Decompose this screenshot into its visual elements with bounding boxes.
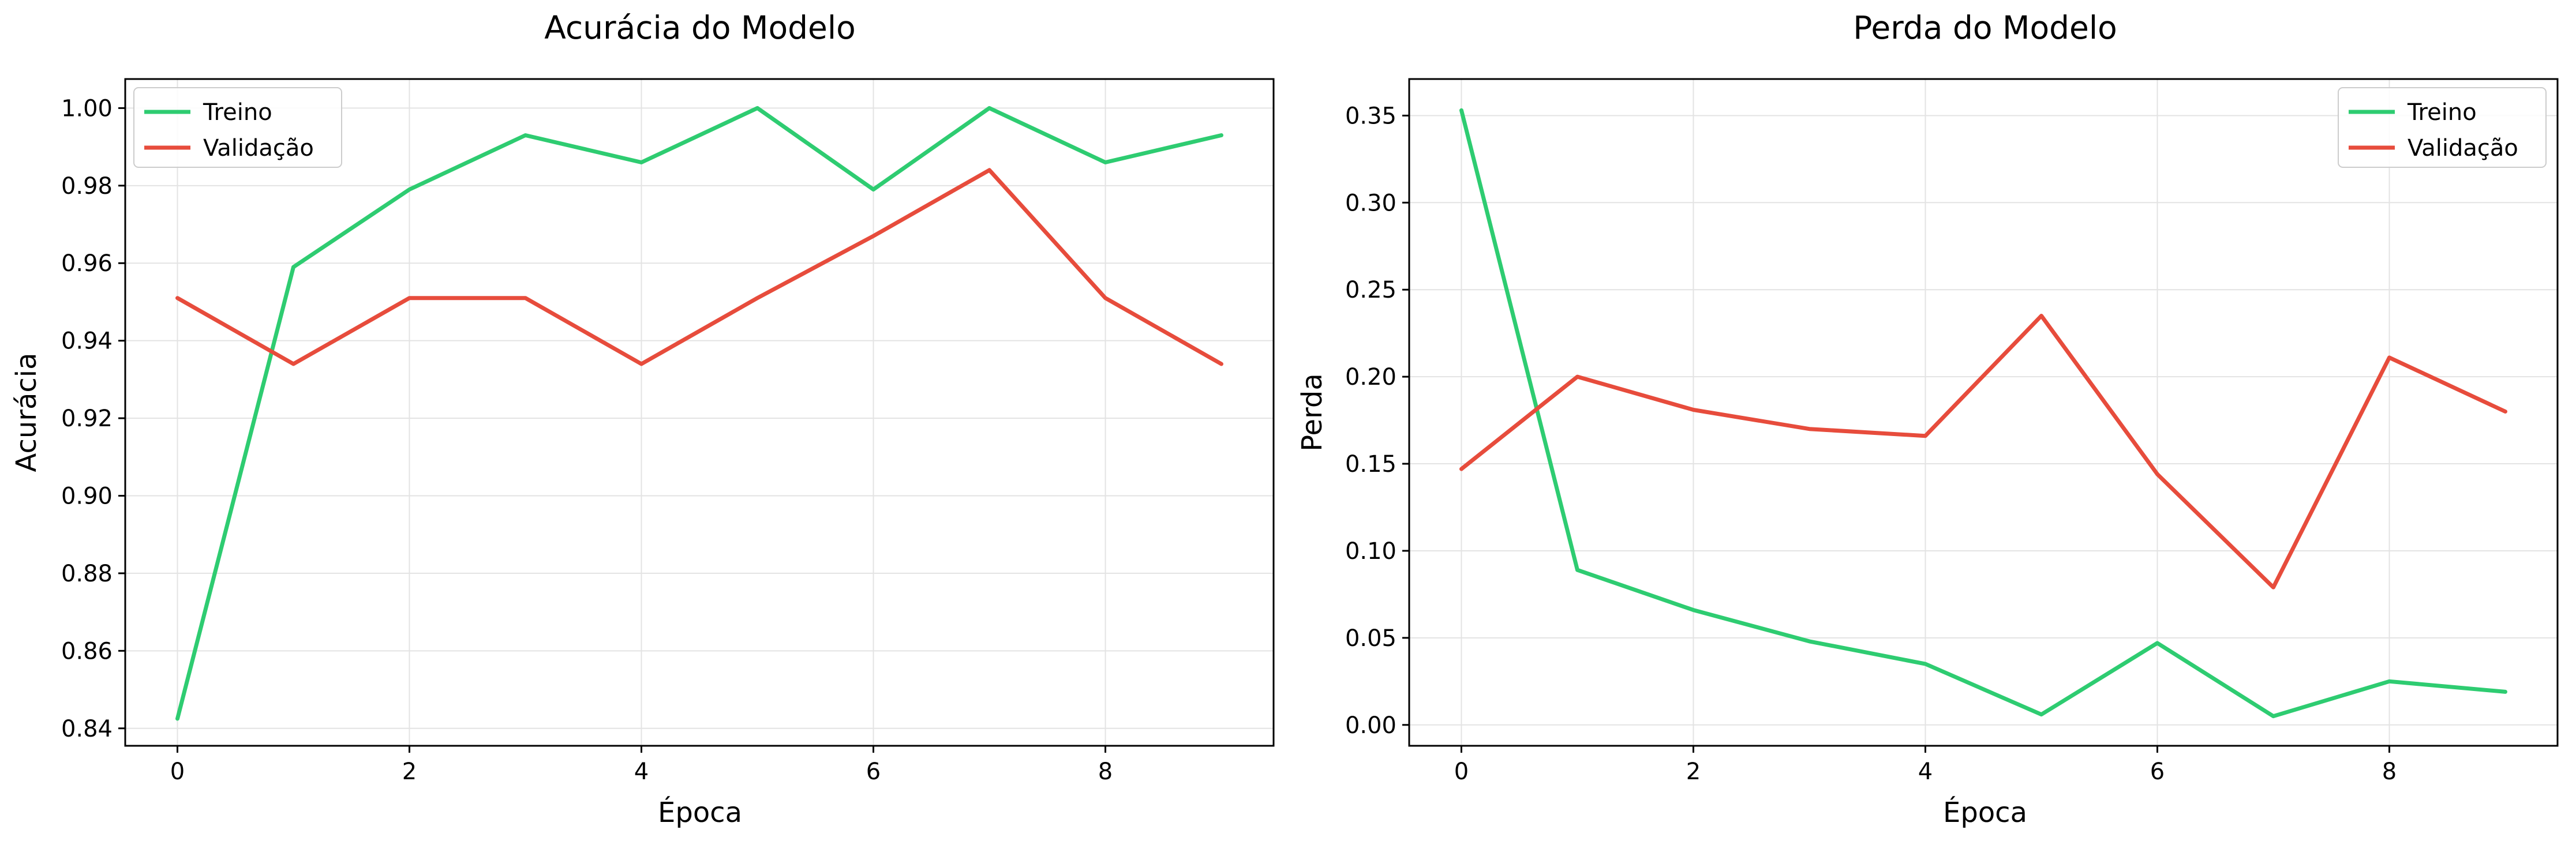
- series-line-validação: [1459, 314, 2507, 589]
- y-tick-label: 0.00: [1345, 712, 1396, 739]
- y-tick-label: 0.90: [61, 483, 113, 510]
- x-tick-label: 8: [2382, 758, 2397, 785]
- y-tick-label: 0.86: [61, 638, 113, 664]
- y-axis-label: Perda: [1296, 373, 1328, 452]
- x-tick-label: 4: [634, 758, 649, 785]
- legend: Treino Validação: [133, 87, 342, 168]
- y-tick-label: 0.25: [1345, 277, 1396, 303]
- y-tick-label: 0.94: [61, 328, 113, 355]
- x-axis-label: Época: [658, 796, 742, 829]
- legend-label: Treino: [203, 99, 272, 126]
- legend: Treino Validação: [2338, 87, 2547, 168]
- y-tick-label: 0.15: [1345, 451, 1396, 478]
- y-axis-label: Acurácia: [10, 352, 43, 472]
- legend-label: Validação: [203, 135, 314, 162]
- x-tick-label: 8: [1098, 758, 1113, 785]
- plot-frame: [1408, 78, 2559, 747]
- chart-title: Perda do Modelo: [1853, 9, 2117, 46]
- series-line-validação: [175, 168, 1223, 366]
- x-tick-label: 2: [402, 758, 417, 785]
- x-tick-label: 6: [866, 758, 881, 785]
- y-tick-label: 0.96: [61, 250, 113, 277]
- plot-frame: [124, 78, 1275, 747]
- y-tick-label: 0.88: [61, 561, 113, 587]
- x-tick-label: 2: [1686, 758, 1701, 785]
- y-tick-label: 0.84: [61, 716, 113, 742]
- y-tick-label: 0.98: [61, 173, 113, 200]
- y-tick-label: 0.05: [1345, 625, 1396, 652]
- x-axis-label: Época: [1943, 796, 2027, 829]
- y-tick-label: 1.00: [61, 95, 113, 122]
- y-tick-label: 0.92: [61, 405, 113, 432]
- chart-title: Acurácia do Modelo: [544, 9, 856, 46]
- y-tick-label: 0.30: [1345, 190, 1396, 216]
- x-tick-label: 6: [2150, 758, 2165, 785]
- x-tick-label: 0: [1454, 758, 1469, 785]
- loss-chart: Perda do Modelo Época Perda 0 2 4 6 8 0.00 0.0…: [1296, 9, 2559, 829]
- x-tick-label: 0: [170, 758, 185, 785]
- series-line-treino: [1459, 108, 2507, 719]
- accuracy-chart: Acurácia do Modelo Época Acurácia 0 2 4 6 8 0…: [10, 9, 1275, 829]
- series-line-treino: [175, 106, 1223, 721]
- legend-label: Treino: [2407, 99, 2477, 126]
- y-tick-label: 0.20: [1345, 364, 1396, 390]
- legend-label: Validação: [2407, 135, 2518, 162]
- x-tick-label: 4: [1918, 758, 1933, 785]
- y-tick-label: 0.35: [1345, 103, 1396, 129]
- y-tick-label: 0.10: [1345, 538, 1396, 565]
